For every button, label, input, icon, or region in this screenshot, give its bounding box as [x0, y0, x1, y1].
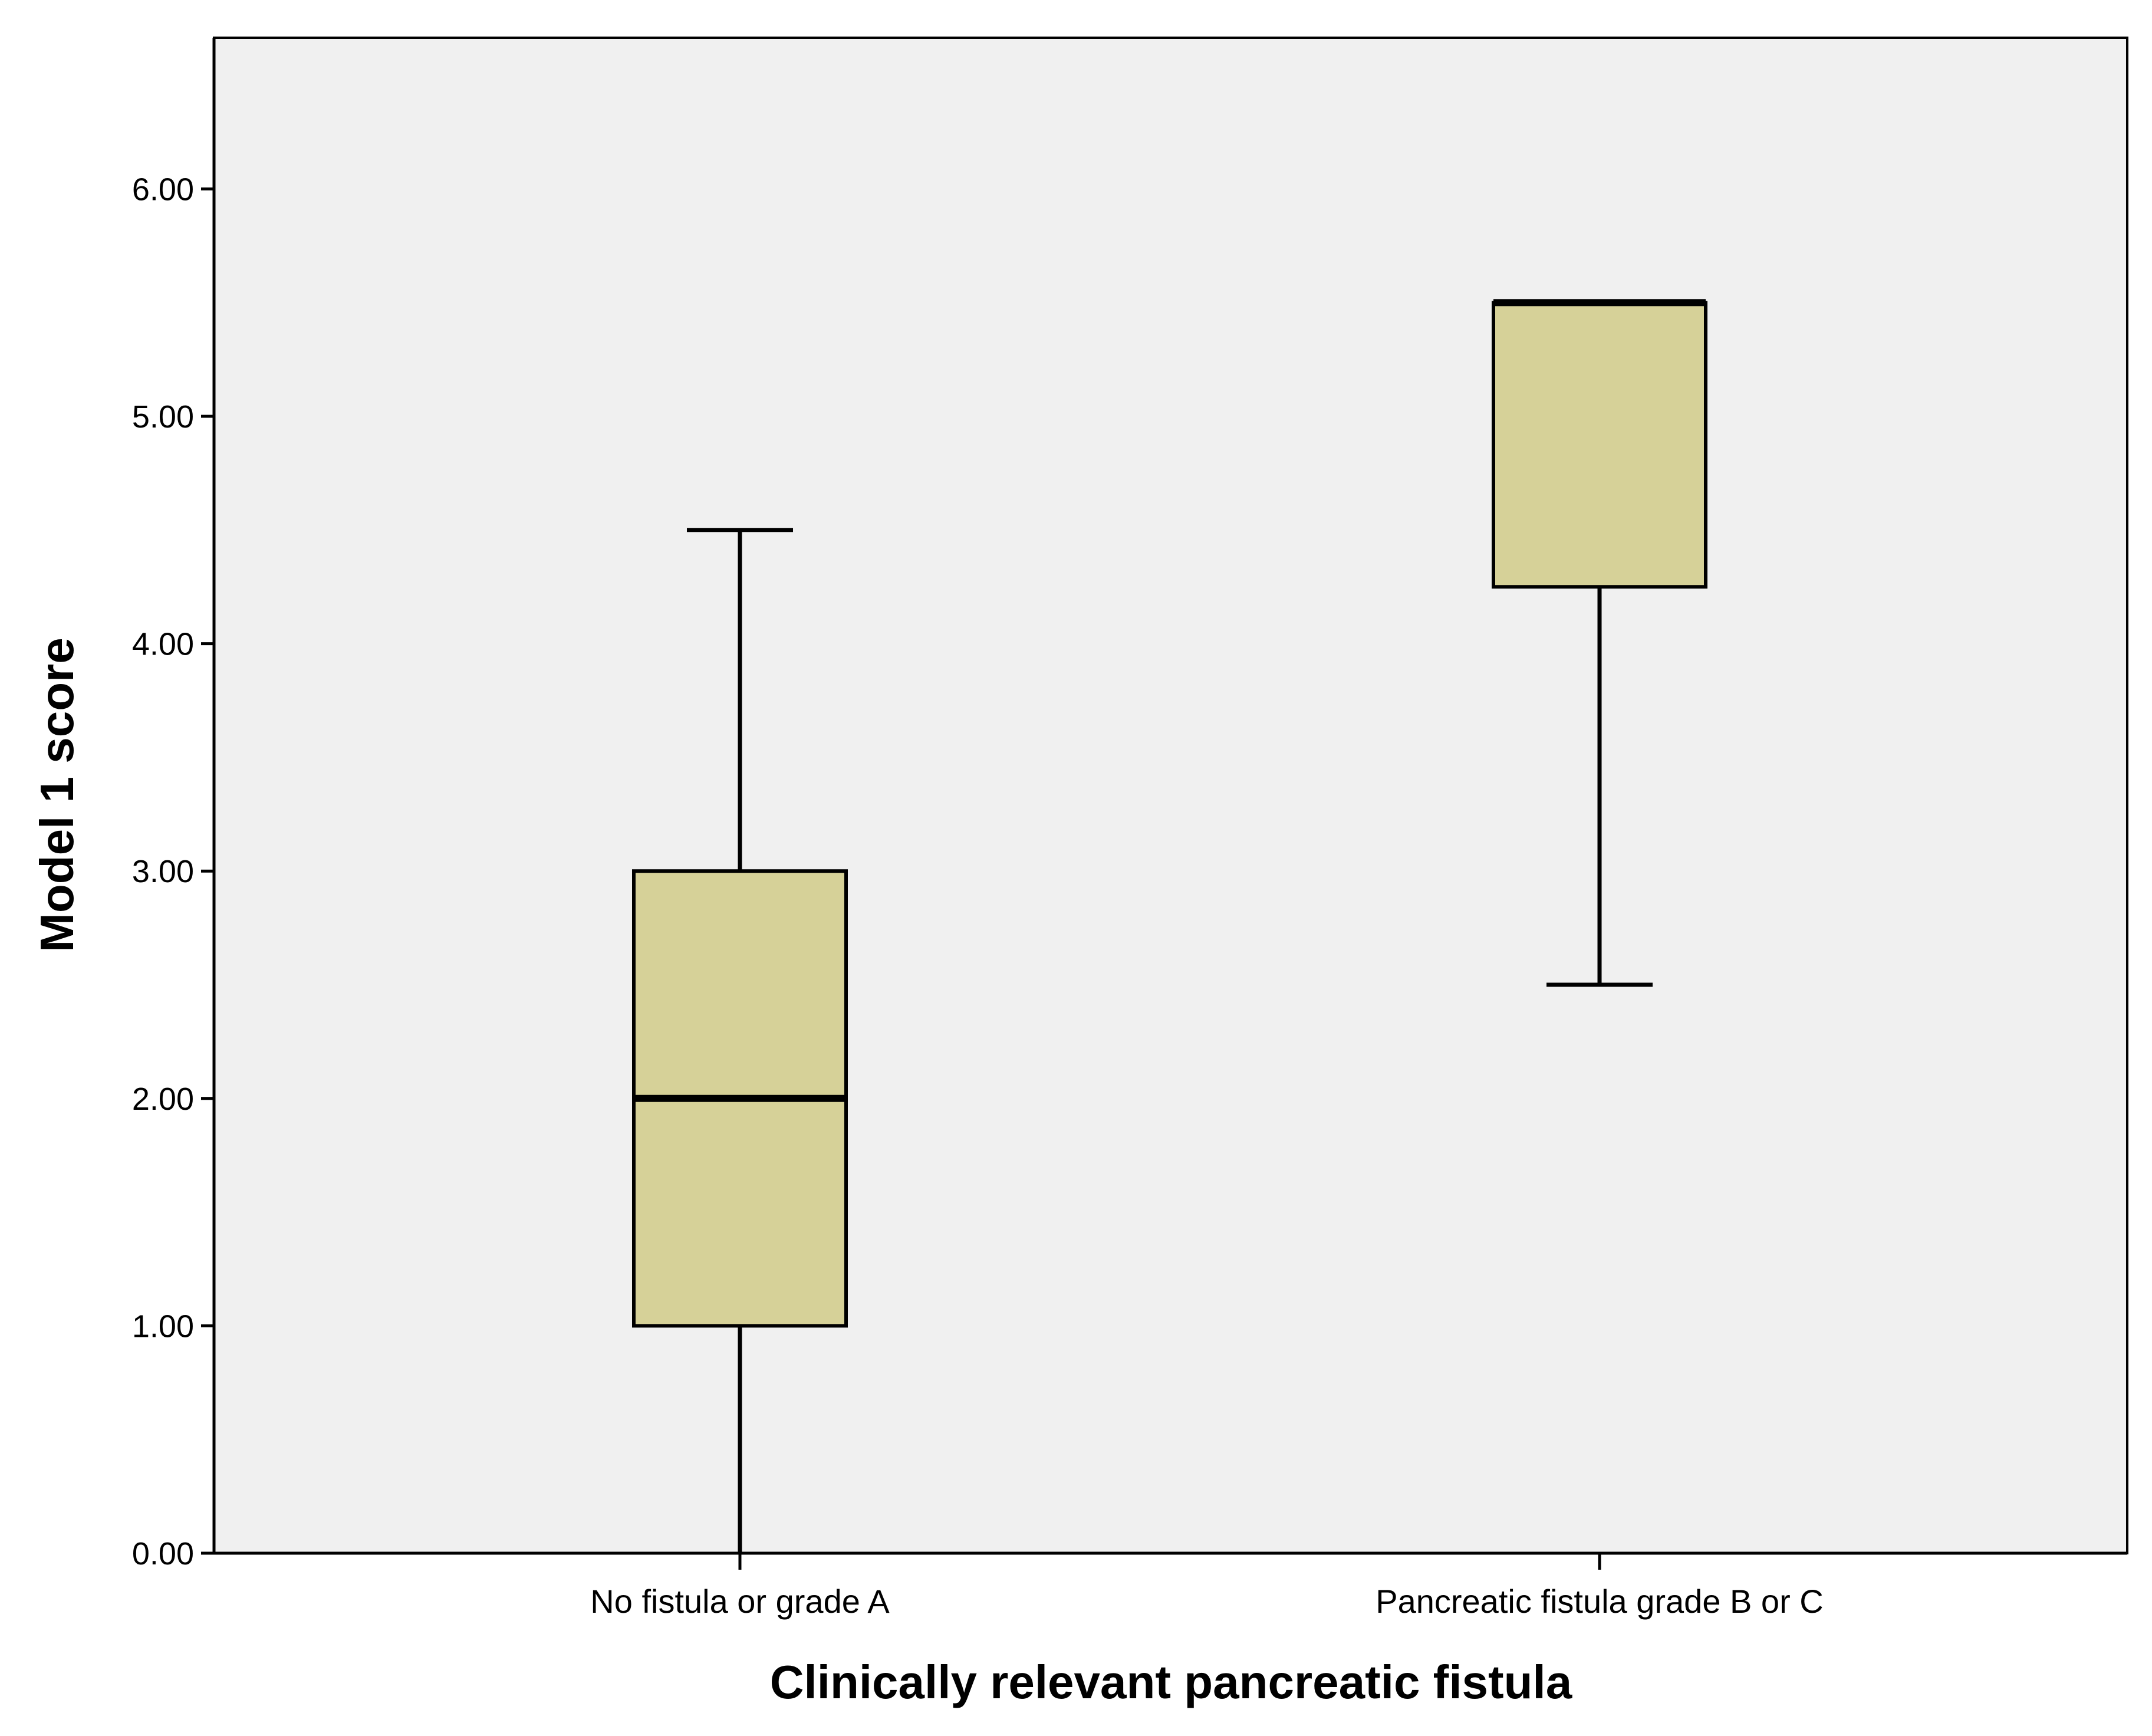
y-tick-label: 1.00: [132, 1308, 194, 1344]
x-category-label: Pancreatic fistula grade B or C: [1376, 1583, 1823, 1620]
y-tick-label: 4.00: [132, 627, 194, 662]
y-tick-label: 3.00: [132, 854, 194, 889]
y-tick-label: 2.00: [132, 1081, 194, 1117]
x-axis-title: Clinically relevant pancreatic fistula: [770, 1656, 1572, 1708]
box-group: [1492, 299, 1707, 987]
x-category-label: No fistula or grade A: [590, 1583, 890, 1620]
y-ticks: 0.00 1.00 2.00 3.00 4.00 5.00 6.00: [132, 172, 214, 1571]
box-group: [632, 528, 848, 1553]
y-tick-label: 0.00: [132, 1536, 194, 1571]
y-tick-label: 5.00: [132, 399, 194, 435]
y-axis-title: Model 1 score: [31, 637, 83, 952]
x-categories: No fistula or grade A Pancreatic fistula …: [590, 1553, 1824, 1620]
axes: [212, 38, 2127, 1555]
iqr-box: [1492, 301, 1707, 589]
plot-area: [213, 37, 2128, 1554]
y-tick-label: 6.00: [132, 172, 194, 207]
chart-marks: [632, 299, 1707, 1553]
